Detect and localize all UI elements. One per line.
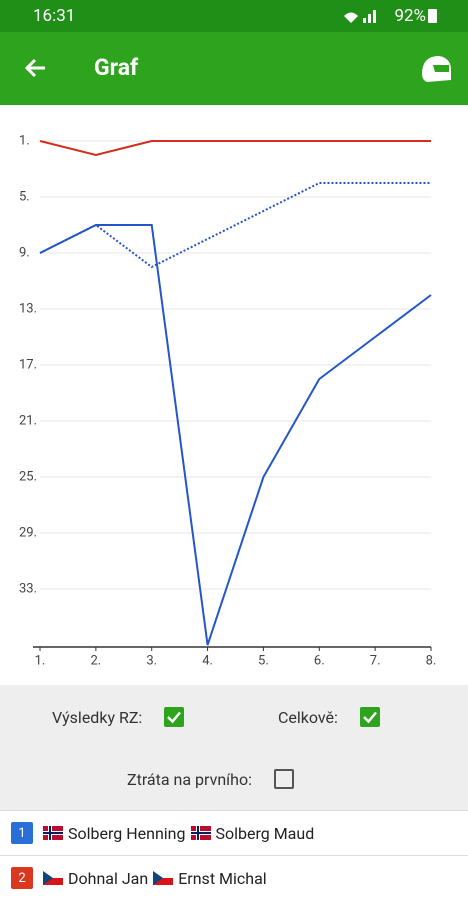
helmet-button[interactable] — [419, 52, 453, 86]
signal — [344, 10, 376, 23]
series-line — [39, 224, 432, 646]
x-tick-label: 5. — [258, 653, 269, 668]
x-tick-label: 4. — [202, 653, 213, 668]
y-tick-label: 1. — [19, 133, 30, 148]
crew-number: 2 — [11, 867, 33, 889]
control-row: Celkově: — [278, 707, 380, 727]
control-row: Výsledky RZ: — [52, 707, 185, 727]
back-button[interactable] — [24, 56, 48, 80]
y-tick-label: 33. — [19, 581, 37, 596]
series-line — [39, 140, 431, 157]
checkbox[interactable] — [359, 707, 380, 727]
flag — [43, 871, 63, 885]
y-tick-label: 21. — [19, 413, 37, 428]
battery-icon — [428, 9, 437, 23]
clock: 16:31 — [33, 6, 76, 26]
y-tick-label: 13. — [19, 301, 37, 316]
codriver-name: Solberg Maud — [215, 823, 315, 843]
crew-row[interactable]: 1 Solberg Henning Solberg Maud — [0, 810, 468, 855]
driver-name: Solberg Henning — [68, 823, 186, 843]
x-tick-label: 1. — [35, 653, 46, 668]
crew-row[interactable]: 2 Dohnal Jan Ernst Michal — [0, 855, 468, 900]
x-tick-label: 7. — [370, 653, 381, 668]
screen-title: Graf — [94, 54, 139, 81]
check-mark — [167, 711, 182, 724]
x-tick-label: 6. — [314, 653, 325, 668]
y-tick-label: 17. — [19, 357, 37, 372]
app-bar: Graf — [0, 32, 468, 105]
checkbox[interactable] — [273, 769, 294, 789]
flag — [190, 826, 211, 840]
signal-icons — [342, 8, 378, 29]
y-tick-label: 9. — [19, 245, 30, 260]
control-row: Ztráta na prvního: — [127, 769, 294, 789]
crew-number: 1 — [11, 822, 33, 844]
control-label: Ztráta na prvního: — [127, 769, 252, 789]
control-label: Výsledky RZ: — [52, 707, 143, 727]
controls: Výsledky RZ: Celkově: Ztráta na prvního: — [0, 685, 468, 810]
flag — [153, 871, 174, 885]
checkbox[interactable] — [164, 707, 185, 727]
control-label: Celkově: — [278, 707, 338, 727]
chart: 1. 5. 9. 13. 17. 21. 25. 29. 33. 1. 2. 3. 4. 5. 6. 7. 8. — [19, 133, 437, 668]
driver-name: Dohnal Jan — [68, 868, 149, 888]
flag — [43, 826, 63, 840]
check-mark — [363, 711, 377, 724]
y-tick-label: 25. — [19, 469, 37, 484]
x-tick-label: 8. — [426, 653, 437, 668]
y-tick-label: 5. — [19, 189, 30, 204]
x-tick-label: 2. — [90, 653, 101, 668]
codriver-name: Ernst Michal — [178, 868, 267, 888]
battery: 92% — [394, 6, 426, 26]
y-tick-label: 29. — [19, 525, 37, 540]
x-tick-label: 3. — [146, 653, 157, 668]
status-bar: 16:31 92% — [0, 0, 468, 32]
